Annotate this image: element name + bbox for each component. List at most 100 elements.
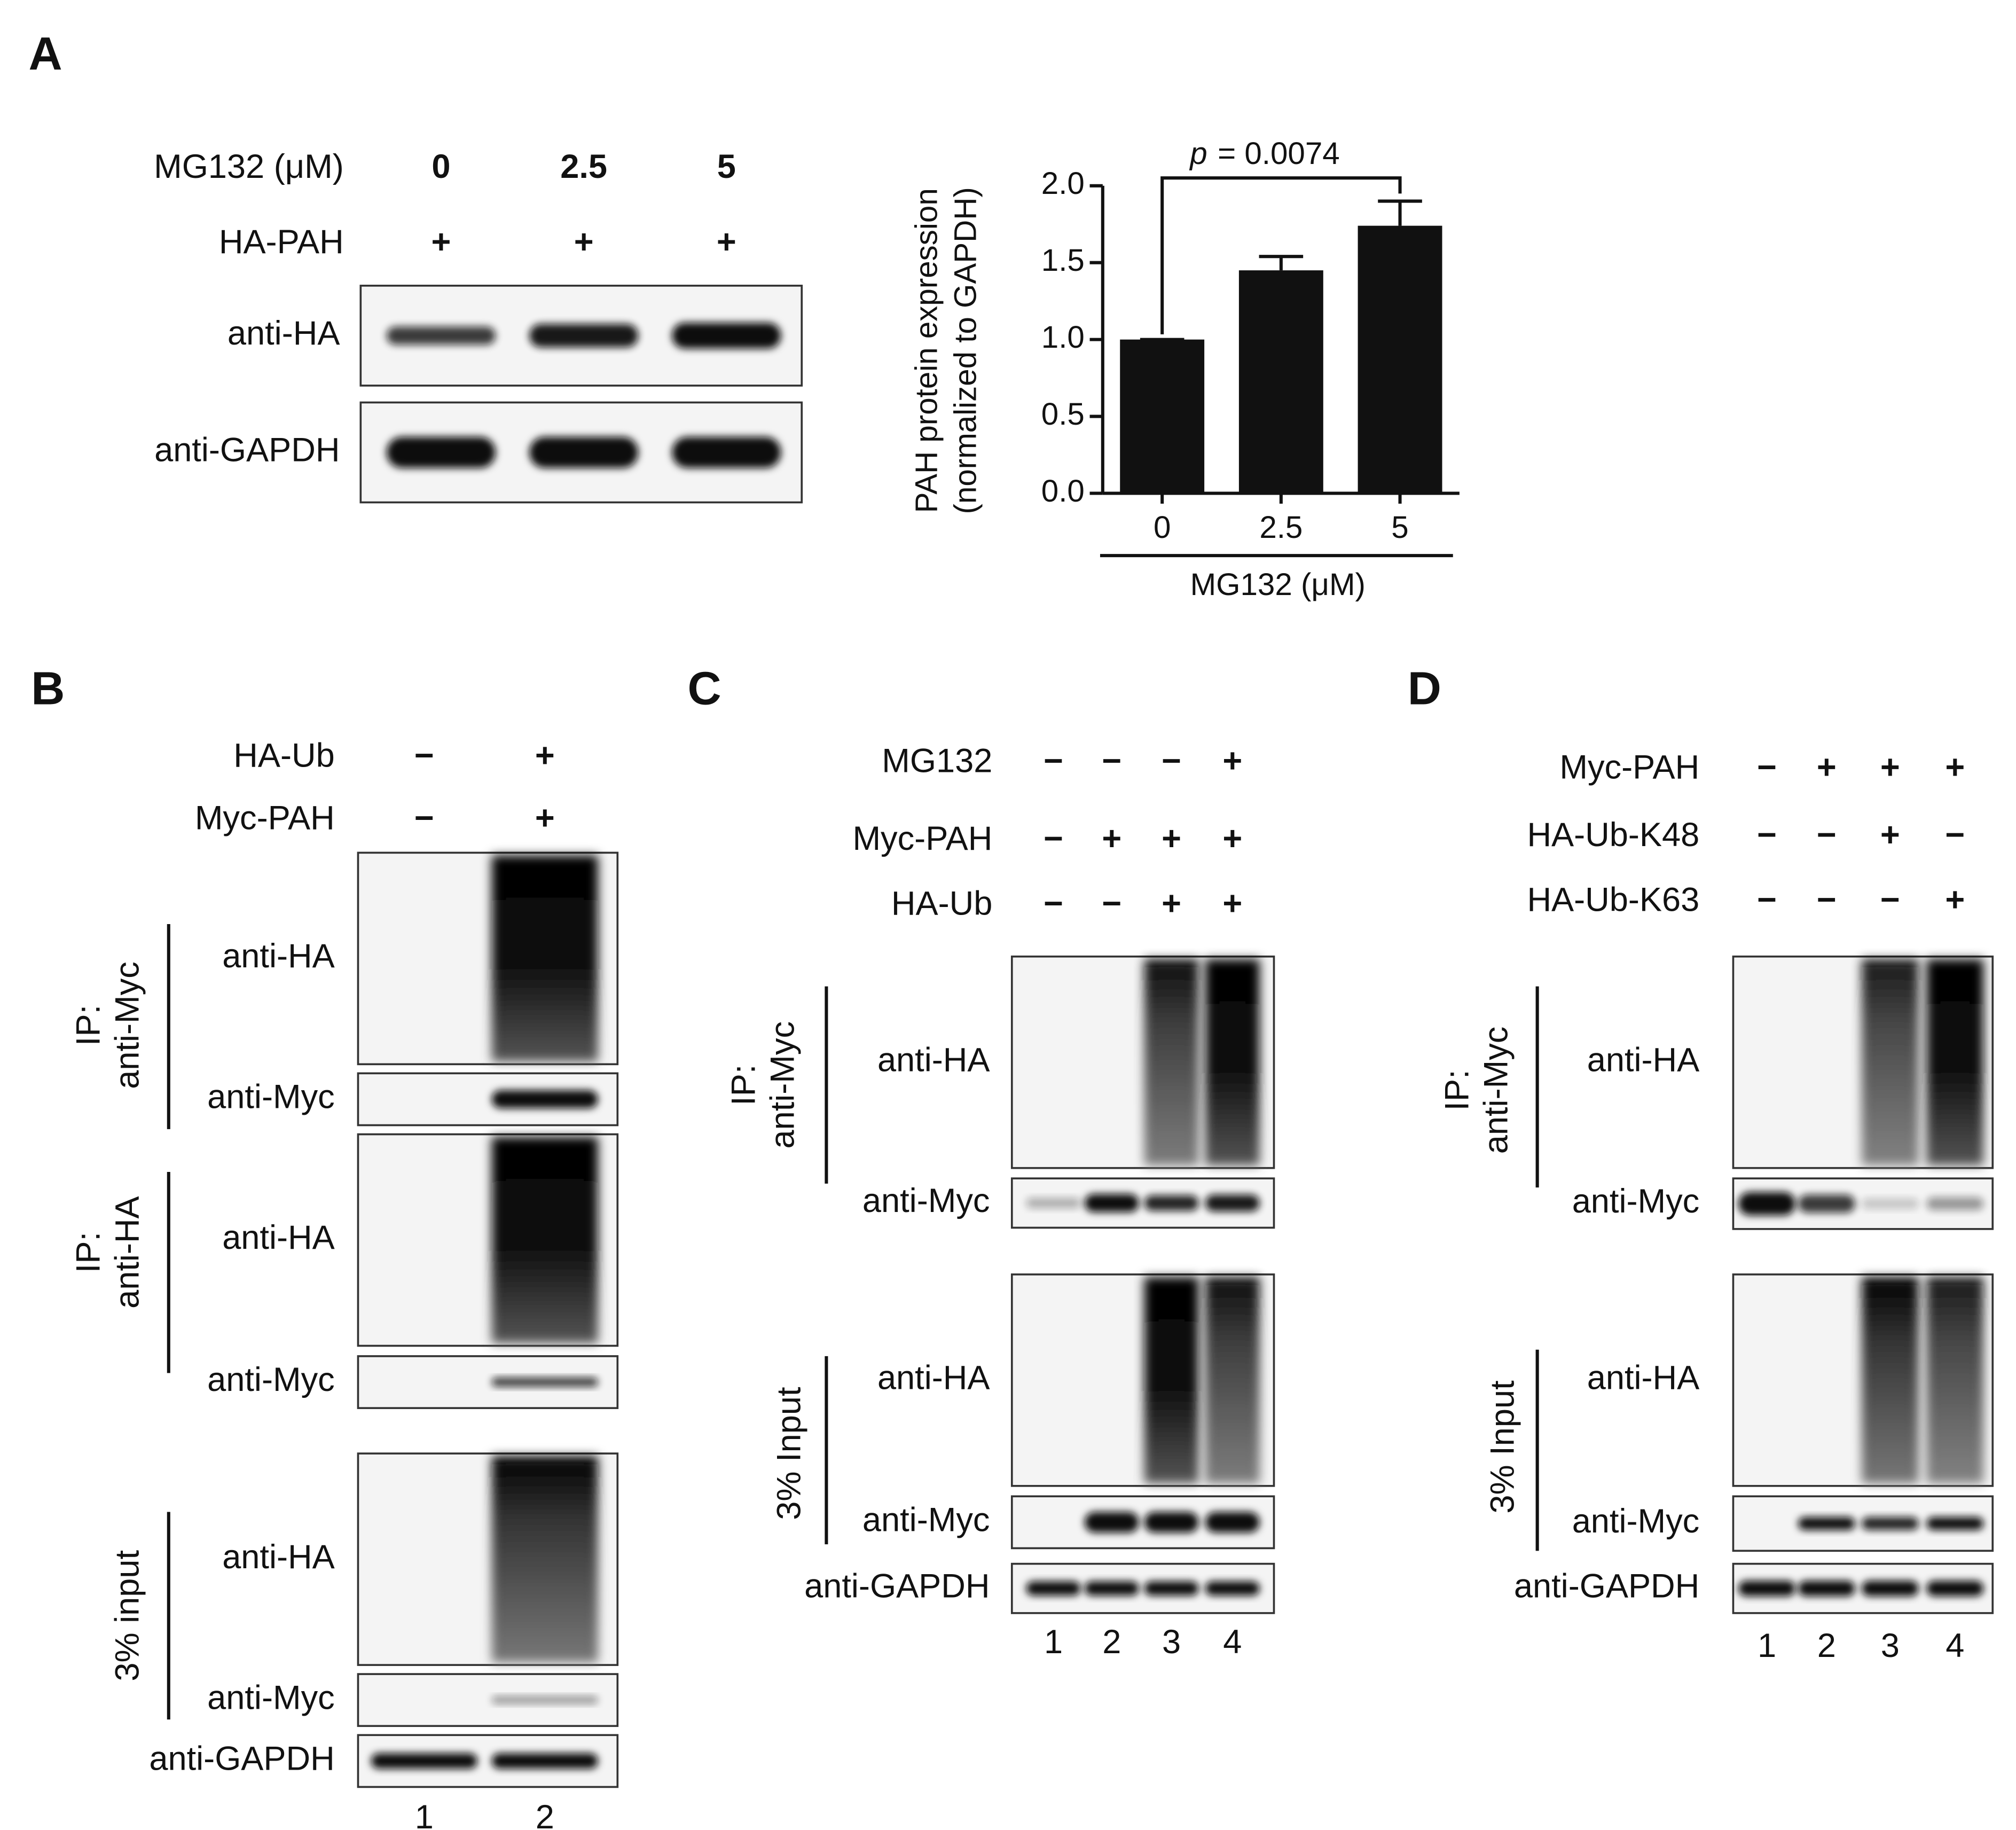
label: anti-HA (1587, 1359, 1700, 1397)
label: A (28, 27, 62, 80)
band (1926, 1581, 1984, 1597)
label: anti-Myc (862, 1182, 990, 1219)
label: 1 (415, 1798, 434, 1830)
label: anti-Myc (862, 1501, 990, 1539)
error-bar (1259, 255, 1304, 271)
label: IP: (1439, 1069, 1476, 1110)
label: 1.5 (1041, 243, 1085, 278)
label: 1.0 (1041, 320, 1085, 355)
label: + (1102, 820, 1121, 857)
band (491, 1090, 598, 1108)
label: Myc-PAH (195, 799, 335, 836)
band (1026, 1198, 1081, 1209)
label: + (574, 223, 594, 261)
band (1026, 1581, 1081, 1596)
band (1084, 1194, 1139, 1213)
label: anti-GAPDH (154, 432, 340, 469)
label: − (1817, 816, 1837, 854)
label: + (535, 737, 555, 775)
label: 2.5 (1259, 510, 1303, 545)
label: − (1162, 742, 1181, 779)
label: + (535, 799, 555, 836)
label: − (1817, 881, 1837, 918)
bar (1120, 339, 1205, 494)
label: + (1880, 749, 1900, 786)
bar (1358, 225, 1442, 494)
label: − (1044, 742, 1063, 779)
label: 2 (1817, 1627, 1836, 1664)
label: anti-Myc (207, 1361, 335, 1398)
band (1144, 1581, 1199, 1596)
smear (491, 1456, 598, 1663)
band (1926, 1517, 1984, 1530)
band (1798, 1581, 1855, 1597)
band (1738, 1192, 1796, 1216)
label: 1 (1758, 1627, 1776, 1664)
label: HA-Ub (233, 737, 334, 775)
label: MG132 (μM) (1190, 567, 1366, 602)
label: anti-HA (222, 1538, 335, 1576)
band (1084, 1512, 1139, 1533)
label: 4 (1946, 1627, 1964, 1664)
label: IP: (70, 1232, 107, 1273)
band (371, 1753, 477, 1769)
label: Myc-PAH (1559, 749, 1699, 786)
label: 2.5 (560, 148, 607, 185)
smear (1861, 1277, 1919, 1483)
significance-bracket (1160, 176, 1402, 334)
label: 5 (1391, 510, 1408, 545)
label: + (431, 223, 451, 261)
band (672, 436, 781, 468)
label: IP: (725, 1065, 762, 1106)
band (491, 1378, 598, 1387)
annotation-symbol: p (1189, 136, 1207, 171)
label: anti-Myc (1477, 1027, 1515, 1154)
label: 2.0 (1041, 166, 1085, 201)
label: − (1757, 749, 1777, 786)
label: 0 (1154, 510, 1171, 545)
label: IP: (70, 1005, 107, 1046)
label: 5 (717, 148, 736, 185)
label: C (687, 662, 721, 714)
label: anti-GAPDH (1514, 1567, 1699, 1605)
label: + (1222, 820, 1242, 857)
label: 3% Input (771, 1387, 808, 1520)
bar (1238, 270, 1323, 494)
label: 2 (536, 1798, 554, 1830)
smear (491, 1137, 598, 1343)
band (1205, 1194, 1260, 1212)
smear (1205, 959, 1260, 1166)
label: − (1102, 742, 1121, 779)
label: + (1162, 885, 1181, 922)
label: + (1162, 820, 1181, 857)
band (1861, 1581, 1919, 1597)
label: − (1757, 881, 1777, 918)
smear (491, 855, 598, 1062)
label: Myc-PAH (852, 820, 992, 857)
label: + (717, 223, 736, 261)
label: anti-HA (877, 1359, 990, 1397)
label: anti-HA (1587, 1041, 1700, 1078)
label: anti-HA (228, 315, 340, 352)
label: anti-GAPDH (149, 1740, 334, 1778)
smear (1144, 1277, 1199, 1483)
label: + (1817, 749, 1837, 786)
band (1798, 1194, 1855, 1213)
label: anti-Myc (207, 1679, 335, 1716)
smear (1861, 959, 1919, 1166)
label: (normalized to GAPDH) (948, 187, 983, 514)
label: + (1222, 885, 1242, 922)
band (386, 436, 496, 468)
label: 3% Input (1484, 1380, 1521, 1514)
band (1084, 1581, 1139, 1596)
label: anti-Myc (109, 961, 146, 1089)
label: + (1880, 816, 1900, 854)
label: D (1408, 662, 1441, 714)
label: − (1102, 885, 1121, 922)
band (1205, 1581, 1260, 1596)
label: 4 (1223, 1623, 1242, 1661)
label: + (1222, 742, 1242, 779)
label: HA-Ub (891, 885, 992, 922)
label: MG132 (μM) (154, 148, 344, 185)
